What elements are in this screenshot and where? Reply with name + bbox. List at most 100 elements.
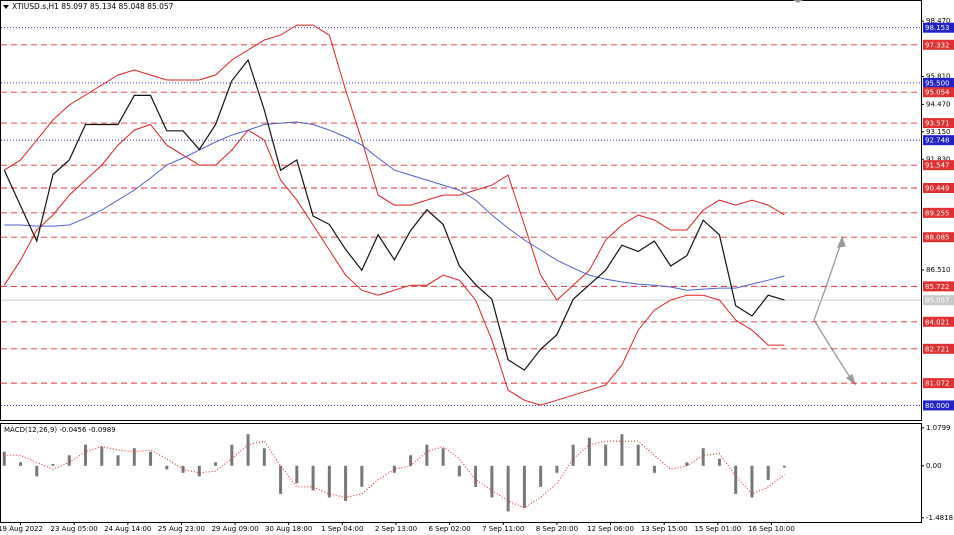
histogram-bar bbox=[35, 465, 39, 477]
level-label: 82.721 bbox=[925, 345, 950, 353]
level-tag bbox=[923, 281, 954, 292]
x-tick-label: 8 Sep 20:00 bbox=[536, 525, 578, 533]
histogram-bar bbox=[262, 448, 266, 466]
level-label: 88.085 bbox=[925, 234, 950, 242]
level-label: 95.054 bbox=[925, 89, 950, 97]
level-label: 84.021 bbox=[925, 318, 950, 326]
x-tick-label: 19 Aug 2022 bbox=[0, 525, 43, 533]
histogram-bar bbox=[100, 446, 104, 466]
histogram-bar bbox=[734, 465, 738, 494]
projection-arrows bbox=[813, 236, 857, 386]
histogram-bar bbox=[701, 448, 705, 466]
price-panel-frame bbox=[0, 0, 922, 421]
histogram-bar bbox=[344, 465, 348, 501]
level-label: 85.722 bbox=[925, 283, 950, 291]
level-tag bbox=[923, 378, 954, 389]
histogram-bar bbox=[327, 465, 331, 498]
y-tick-label: 86.510 bbox=[926, 266, 951, 274]
histogram-bar bbox=[230, 444, 234, 466]
level-tag bbox=[923, 118, 954, 129]
histogram-bar bbox=[409, 455, 413, 466]
histogram-bar bbox=[165, 465, 169, 470]
level-label: 98.153 bbox=[925, 24, 950, 32]
x-tick-label: 30 Aug 18:00 bbox=[265, 525, 312, 533]
y-tick-label: 93.150 bbox=[926, 128, 951, 136]
y-tick-label: 94.470 bbox=[926, 100, 951, 108]
histogram-bar bbox=[587, 437, 591, 466]
histogram-bar bbox=[311, 465, 315, 491]
histogram-bar bbox=[620, 434, 624, 466]
level-tag bbox=[923, 183, 954, 194]
arrow-down-head bbox=[845, 374, 857, 386]
histogram-bar bbox=[84, 444, 88, 466]
level-label: 85.057 bbox=[925, 297, 950, 305]
histogram-bar bbox=[19, 462, 23, 466]
y-tick-label: 0.00 bbox=[926, 462, 942, 470]
histogram-bar bbox=[490, 465, 494, 498]
series-line bbox=[4, 440, 785, 509]
x-tick-label: 16 Sep 10:00 bbox=[748, 525, 795, 533]
histogram-bar bbox=[555, 465, 559, 473]
macd-title: MACD(12,26,9) -0.0456 -0.0989 bbox=[4, 426, 116, 434]
plot-area bbox=[2, 434, 786, 512]
histogram-bar bbox=[457, 465, 461, 477]
level-label: 80.000 bbox=[925, 402, 950, 410]
level-tag bbox=[923, 232, 954, 243]
histogram-bar bbox=[571, 444, 575, 466]
histogram-bar bbox=[604, 444, 608, 466]
arrow-up-b bbox=[825, 239, 843, 288]
histogram-bar bbox=[360, 465, 364, 487]
histogram-bar bbox=[279, 465, 283, 494]
y-tick-label: 1.0799 bbox=[926, 424, 951, 432]
level-label: 81.072 bbox=[925, 380, 950, 388]
x-tick-label: 23 Aug 05:00 bbox=[51, 525, 98, 533]
x-tick-label: 15 Sep 01:00 bbox=[694, 525, 741, 533]
level-tag bbox=[923, 22, 954, 33]
histogram-bar bbox=[149, 451, 153, 466]
histogram-bar bbox=[51, 464, 55, 466]
histogram-bar bbox=[685, 462, 689, 466]
x-tick-label: 12 Sep 06:00 bbox=[587, 525, 634, 533]
x-tick-label: 7 Sep 11:00 bbox=[482, 525, 524, 533]
histogram-bar bbox=[246, 434, 250, 466]
x-tick-label: 29 Aug 09:00 bbox=[211, 525, 258, 533]
level-tag bbox=[923, 160, 954, 171]
histogram-bar bbox=[214, 462, 218, 466]
level-tag bbox=[923, 207, 954, 218]
macd-panel-frame bbox=[0, 423, 922, 523]
histogram-bar bbox=[750, 465, 754, 498]
histogram-bar bbox=[766, 465, 770, 480]
histogram-bar bbox=[474, 465, 478, 487]
histogram-bar bbox=[116, 455, 120, 466]
menu-triangle bbox=[3, 5, 9, 9]
level-tag bbox=[923, 316, 954, 327]
y-tick-label: -1.4818 bbox=[926, 514, 953, 522]
level-tag bbox=[923, 39, 954, 50]
histogram-bar bbox=[425, 444, 429, 466]
x-tick-label: 24 Aug 14:00 bbox=[104, 525, 151, 533]
price-title: XTIUSD.s,H1 85.097 85.134 85.048 85.057 bbox=[12, 2, 174, 11]
histogram-bar bbox=[392, 465, 396, 473]
level-label: 93.571 bbox=[925, 120, 950, 128]
histogram-bar bbox=[441, 448, 445, 466]
y-tick-label: 98.470 bbox=[926, 17, 951, 25]
series-line bbox=[4, 121, 785, 291]
x-tick-label: 1 Sep 04:00 bbox=[321, 525, 363, 533]
y-tick-label: 95.810 bbox=[926, 72, 951, 80]
histogram-bar bbox=[539, 465, 543, 487]
plot-area bbox=[1, 24, 921, 406]
level-tag bbox=[923, 295, 954, 306]
histogram-bar bbox=[506, 465, 510, 512]
series-line bbox=[3, 123, 785, 406]
level-tag bbox=[923, 400, 954, 411]
level-tag bbox=[923, 135, 954, 146]
y-tick-label: 91.830 bbox=[926, 155, 951, 163]
x-tick-label: 13 Sep 15:00 bbox=[641, 525, 688, 533]
x-tick-label: 6 Sep 02:00 bbox=[428, 525, 470, 533]
scroll-marker bbox=[793, 0, 803, 3]
level-tag bbox=[923, 343, 954, 354]
level-tag bbox=[923, 77, 954, 88]
histogram-bar bbox=[782, 465, 786, 468]
series-line bbox=[3, 58, 785, 371]
